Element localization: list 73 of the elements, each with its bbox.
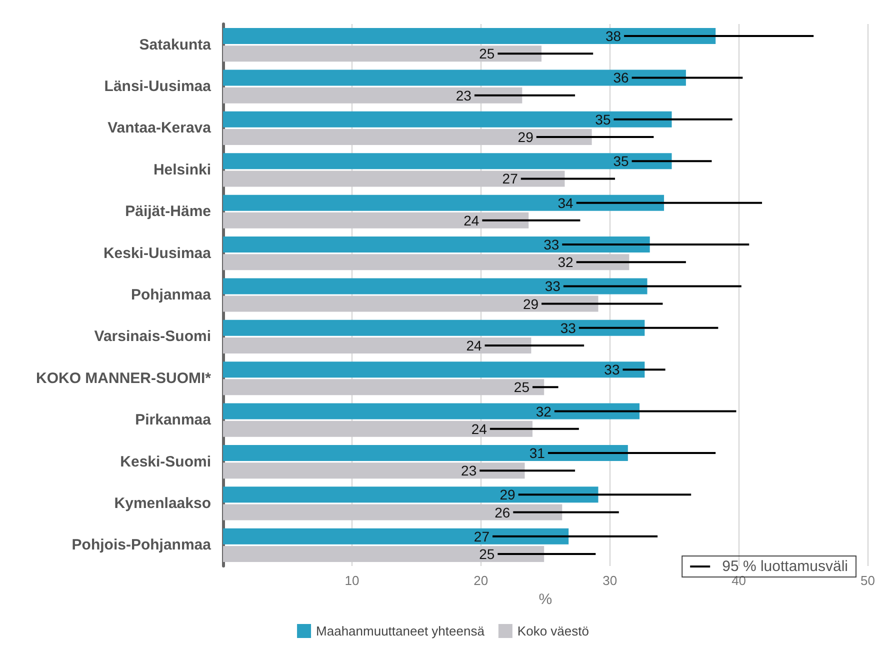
bar (223, 87, 522, 104)
y-tick-label: Päijät-Häme (125, 203, 211, 220)
bar (223, 444, 628, 461)
data-label: 33 (544, 236, 560, 253)
bar (223, 462, 525, 479)
bar (223, 153, 672, 170)
data-label: 29 (500, 486, 516, 503)
bar (223, 403, 640, 420)
data-label: 29 (518, 129, 534, 146)
data-label: 36 (613, 70, 629, 86)
y-tick-label: KOKO MANNER-SUOMI* (36, 370, 212, 387)
data-label: 32 (536, 403, 552, 420)
y-tick-label: Kymenlaakso (114, 494, 211, 512)
bar (223, 70, 686, 86)
data-label: 34 (558, 194, 574, 211)
data-label: 29 (522, 296, 539, 312)
y-tick-label: Keski-Suomi (120, 453, 211, 470)
data-label: 25 (514, 379, 530, 396)
data-label: 24 (466, 337, 482, 354)
bar (223, 379, 544, 396)
data-label: 27 (474, 528, 490, 544)
y-tick-label: Pohjanmaa (130, 286, 212, 304)
bar (223, 420, 532, 437)
y-tick-label: Helsinki (153, 161, 211, 178)
data-label: 23 (456, 87, 472, 104)
bar (223, 337, 532, 354)
data-label: 27 (502, 170, 518, 187)
data-label: 25 (479, 46, 495, 62)
x-axis-title: % (538, 591, 552, 608)
data-label: 32 (558, 254, 574, 270)
data-label: 31 (529, 444, 546, 461)
y-tick-label: Satakunta (139, 36, 212, 54)
bar (223, 486, 598, 503)
bar (223, 296, 598, 312)
bar (223, 28, 716, 44)
x-tick-label: 50 (860, 573, 876, 588)
legend-label: Koko väestö (517, 624, 589, 638)
data-label: 33 (560, 320, 576, 336)
bar (223, 236, 650, 253)
x-tick-label: 30 (602, 573, 618, 588)
bar (223, 546, 544, 562)
y-tick-label: Vantaa-Kerava (108, 120, 212, 137)
data-label: 38 (605, 28, 622, 44)
data-label: 33 (604, 362, 620, 378)
x-tick-label: 20 (474, 573, 488, 588)
y-tick-label: Pirkanmaa (135, 412, 212, 429)
data-label: 35 (595, 111, 611, 128)
data-label: 24 (471, 420, 488, 437)
bar (223, 504, 562, 520)
data-label: 23 (461, 462, 477, 479)
bar (223, 278, 648, 294)
annotation: 95 % luottamusväli (722, 558, 848, 575)
y-tick-label: Varsinais-Suomi (94, 328, 211, 346)
bar (223, 320, 645, 336)
bar (223, 254, 630, 270)
data-label: 24 (464, 212, 480, 228)
bar (223, 362, 645, 378)
y-tick-label: Pohjois-Pohjanmaa (72, 536, 212, 554)
bar (223, 194, 664, 211)
data-label: 26 (494, 504, 510, 520)
bar (223, 212, 529, 228)
y-tick-label: Keski-Uusimaa (103, 244, 212, 262)
x-tick-label: 10 (344, 573, 360, 588)
bar (223, 528, 569, 544)
data-label: 35 (613, 153, 629, 170)
y-tick-label: Länsi-Uusimaa (104, 78, 212, 96)
bar (223, 170, 565, 187)
bar (223, 111, 672, 128)
bar (223, 46, 542, 62)
bar (223, 129, 592, 146)
data-label: 33 (544, 278, 561, 294)
data-label: 25 (479, 546, 495, 562)
legend-label: Maahanmuuttaneet yhteensä (316, 624, 486, 638)
